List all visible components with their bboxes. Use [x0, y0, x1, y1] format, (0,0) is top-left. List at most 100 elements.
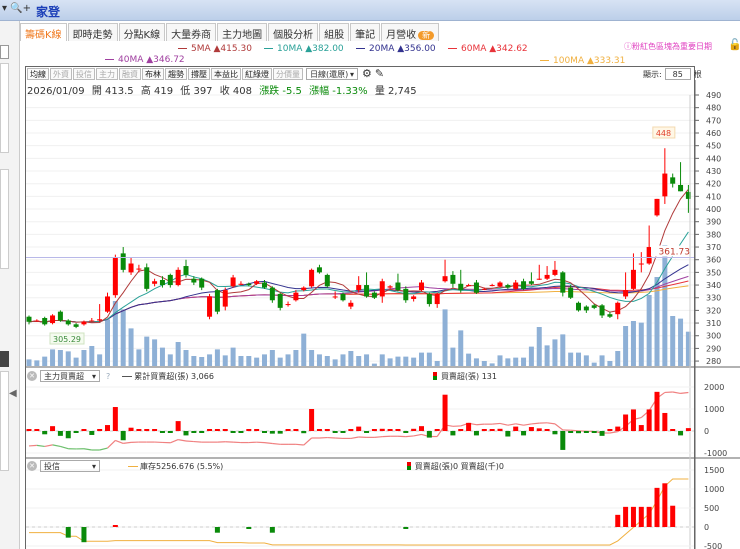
candle [623, 272, 629, 299]
trust-net-bar [246, 527, 252, 529]
net-buy-bar [623, 414, 629, 431]
lock-icon[interactable]: 🔓 [728, 38, 740, 51]
tab-stock-analysis[interactable]: 個股分析 [268, 23, 319, 41]
toolbar-traffic-light-button[interactable]: 紅綠燈 [242, 67, 272, 80]
price-tick-label: 320 [706, 306, 721, 315]
trust-net-bar [81, 527, 87, 543]
close-icon[interactable]: ✕ [27, 461, 37, 471]
volume-bar [521, 357, 527, 366]
volume-bar [670, 316, 676, 366]
display-count-input[interactable]: 85 [664, 68, 691, 80]
cumulative-line-segment [123, 441, 132, 444]
toolbar-foreign-button[interactable]: 外資 [50, 67, 72, 80]
candle-body [112, 257, 118, 296]
legend-label: 100MA ▲333.31 [553, 56, 626, 66]
volume-bar [222, 355, 228, 366]
toolbar-price-volume-button[interactable]: 分價量 [273, 67, 303, 80]
indicator-select[interactable]: 主力買賣超 ▾ [40, 370, 100, 382]
toolbar-pe-button[interactable]: 本益比 [211, 67, 241, 80]
volume-bar [536, 327, 542, 366]
candle-body [544, 274, 550, 279]
volume-bar [591, 362, 597, 366]
trust-net-bar [214, 527, 220, 533]
title-bar: ▾ 🔍+ 家登 [0, 0, 740, 21]
candle-body [34, 320, 40, 322]
bar-legend: 買賣超(張) 131 [432, 371, 497, 382]
event-notice[interactable]: ⓘ粉紅色區塊為重要日期 [624, 42, 712, 51]
candle [34, 319, 40, 322]
candle-body [623, 290, 629, 297]
candle-body [136, 268, 142, 270]
tab-large-brokers[interactable]: 大量券商 [166, 23, 217, 41]
toolbar-trust-button[interactable]: 投信 [73, 67, 95, 80]
toolbar-support-button[interactable]: 撐壓 [188, 67, 210, 80]
trust-net-bar [112, 525, 118, 527]
volume-bar [607, 361, 613, 366]
period-select[interactable]: 日線(還原) ▾ [306, 67, 358, 80]
tab-monthly-revenue[interactable]: 月營收新 [381, 23, 440, 41]
cumulative-line-segment [44, 444, 53, 448]
price-tick-label: 490 [706, 91, 721, 100]
sidebar-list[interactable] [0, 371, 9, 471]
pen-icon[interactable]: ✎ [374, 67, 385, 80]
net-buy-bar [395, 429, 401, 431]
toolbar-main-force-button[interactable]: 主力 [96, 67, 118, 80]
net-buy-bar [159, 431, 165, 433]
indicator-select[interactable]: 投信 ▾ [40, 460, 100, 472]
toolbar-margin-button[interactable]: 融資 [119, 67, 141, 80]
cumulative-line-segment [303, 437, 313, 446]
net-buy-bar [678, 431, 684, 436]
candle [583, 305, 589, 313]
price-tick-label: 300 [706, 332, 721, 341]
toolbar-ma-button[interactable]: 均線 [27, 67, 49, 80]
candle [324, 273, 330, 288]
tab-group[interactable]: 組股 [319, 23, 350, 41]
cumulative-line-segment [272, 442, 281, 445]
tab-branch-kline[interactable]: 分點K線 [118, 23, 166, 41]
net-buy-bar [309, 409, 315, 431]
volume-bar [34, 360, 40, 366]
line-legend: 累計買賣超(張) 3,066 [122, 371, 214, 382]
sidebar-list[interactable] [0, 63, 9, 153]
trust-net-bar [623, 506, 629, 527]
candle [136, 264, 142, 273]
net-buy-bar [128, 427, 134, 431]
candle-body [293, 292, 299, 301]
volume-bar [199, 357, 205, 366]
tab-main-force-map[interactable]: 主力地圖 [217, 23, 268, 41]
help-icon[interactable]: ? [106, 371, 111, 381]
trust-net-bar [269, 527, 275, 533]
toolbar-bollinger-button[interactable]: 布林 [142, 67, 164, 80]
net-buy-bar [638, 425, 644, 431]
net-buy-bar [685, 428, 691, 431]
sidebar-input[interactable] [0, 45, 9, 59]
sidebar-list[interactable] [0, 169, 9, 269]
volume-bar [277, 357, 283, 366]
close-icon[interactable]: ✕ [27, 371, 37, 381]
cumulative-line-segment [672, 391, 681, 394]
tab-chip-kline[interactable]: 籌碼K線 [20, 23, 67, 41]
net-buy-bar [269, 431, 275, 434]
price-tick-label: 410 [706, 192, 721, 201]
legend-label: 5MA ▲415.30 [191, 44, 252, 54]
cumulative-line-segment [499, 422, 508, 426]
candle [599, 304, 605, 318]
candle-body [175, 269, 181, 286]
collapse-arrow-icon[interactable]: ◀ [9, 388, 17, 399]
candle [536, 264, 542, 280]
info-low: 低 397 [180, 86, 213, 97]
trust-net-bar [654, 487, 660, 527]
bar-legend: 買賣超(張)0 買賣超(千)0 [406, 461, 504, 472]
candle [670, 173, 676, 188]
toolbar-trend-button[interactable]: 趨勢 [165, 67, 187, 80]
search-zoom-control[interactable]: ▾ 🔍+ [2, 3, 32, 14]
cumulative-line-segment [264, 442, 273, 445]
tab-notes[interactable]: 筆記 [350, 23, 381, 41]
candle [238, 281, 244, 286]
volume-bar [316, 354, 322, 366]
gear-icon[interactable]: ⚙ [362, 67, 372, 80]
sidebar-dark-button[interactable] [0, 351, 9, 367]
candle-body [364, 285, 370, 297]
tab-realtime[interactable]: 即時走勢 [67, 23, 118, 41]
